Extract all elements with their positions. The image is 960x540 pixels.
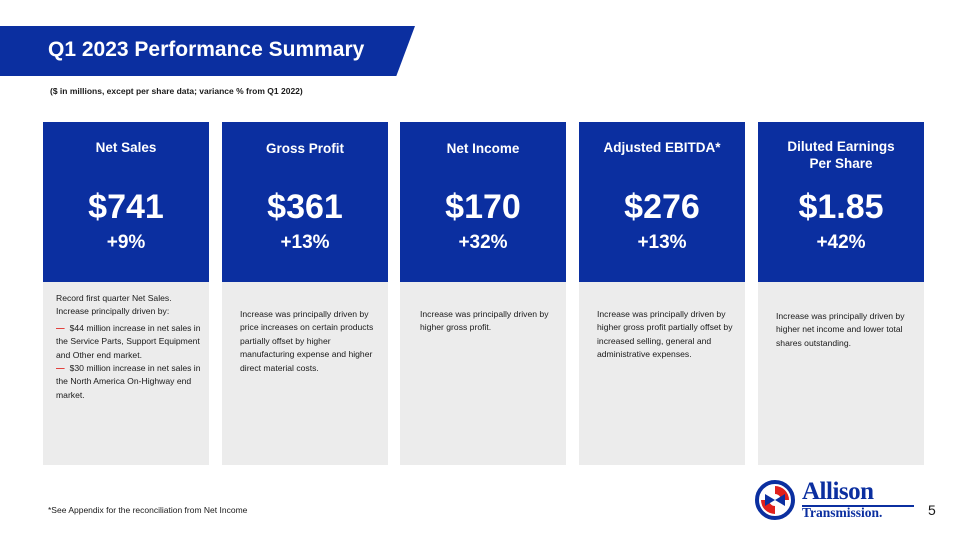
list-item: — $44 million increase in net sales in th… (56, 322, 202, 362)
metric-card-description: Record first quarter Net Sales. Increase… (43, 282, 209, 465)
metric-card-header: Net Sales $741 +9% (43, 122, 209, 282)
list-item: — $30 million increase in net sales in th… (56, 362, 202, 402)
allison-logo: Allison Transmission. (755, 478, 920, 524)
page-title: Q1 2023 Performance Summary (48, 38, 365, 61)
logo-wordmark-allison: Allison (802, 478, 874, 505)
metric-card-diluted-eps: Diluted Earnings Per Share $1.85 +42% In… (758, 122, 924, 465)
metric-card-header: Gross Profit $361 +13% (222, 122, 388, 282)
metric-change: +13% (637, 232, 687, 253)
metric-card-net-sales: Net Sales $741 +9% Record first quarter … (43, 122, 209, 465)
metric-card-description: Increase was principally driven by highe… (400, 282, 566, 465)
metric-label: Net Sales (95, 140, 157, 155)
metric-card-net-income: Net Income $170 +32% Increase was princi… (400, 122, 566, 465)
allison-emblem-icon (755, 480, 795, 520)
description-text: Increase was principally driven by highe… (776, 311, 905, 348)
metric-card-header: Diluted Earnings Per Share $1.85 +42% (758, 122, 924, 282)
metric-label: Gross Profit (265, 141, 344, 156)
metric-card-gross-profit: Gross Profit $361 +13% Increase was prin… (222, 122, 388, 465)
title-banner (0, 26, 415, 76)
bullet-text: $44 million increase in net sales in the… (56, 322, 201, 360)
logo-wordmark-transmission: Transmission. (802, 505, 883, 520)
bullet-text: $30 million increase in net sales in the… (56, 363, 201, 400)
metric-label: Adjusted EBITDA* (603, 140, 721, 155)
metric-label-line2: Per Share (809, 156, 873, 171)
page-subtitle: ($ in millions, except per share data; v… (50, 86, 303, 96)
metric-label: Diluted Earnings Per Share (758, 138, 924, 172)
metric-card-header: Net Income $170 +32% (400, 122, 566, 282)
metric-card-header: Adjusted EBITDA* $276 +13% (579, 122, 745, 282)
metric-change: +13% (280, 232, 330, 253)
description-text: Increase was principally driven by highe… (420, 309, 549, 333)
metric-value: $1.85 (798, 188, 884, 226)
metric-value: $361 (267, 188, 343, 226)
description-text: Increase was principally driven by highe… (597, 309, 733, 360)
metric-label: Net Income (446, 141, 520, 156)
metric-card-adjusted-ebitda: Adjusted EBITDA* $276 +13% Increase was … (579, 122, 745, 465)
metric-change: +42% (816, 232, 866, 253)
logo-divider (802, 505, 914, 507)
metric-value: $276 (624, 188, 700, 226)
metric-value: $170 (445, 188, 521, 226)
metric-label-line1: Diluted Earnings (787, 139, 895, 154)
metric-change: +9% (106, 232, 146, 253)
metric-card-description: Increase was principally driven by highe… (758, 282, 924, 465)
page-number: 5 (928, 502, 936, 518)
dash-icon: — (56, 322, 65, 333)
dash-icon: — (56, 363, 65, 374)
metric-card-description: Increase was principally driven by highe… (579, 282, 745, 465)
metric-value: $741 (88, 188, 164, 226)
footnote: *See Appendix for the reconciliation fro… (48, 505, 248, 515)
metric-card-description: Increase was principally driven by price… (222, 282, 388, 465)
metric-change: +32% (458, 232, 508, 253)
description-text: Record first quarter Net Sales. Increase… (56, 292, 202, 402)
description-intro: Record first quarter Net Sales. Increase… (56, 293, 172, 317)
description-text: Increase was principally driven by price… (240, 309, 374, 373)
